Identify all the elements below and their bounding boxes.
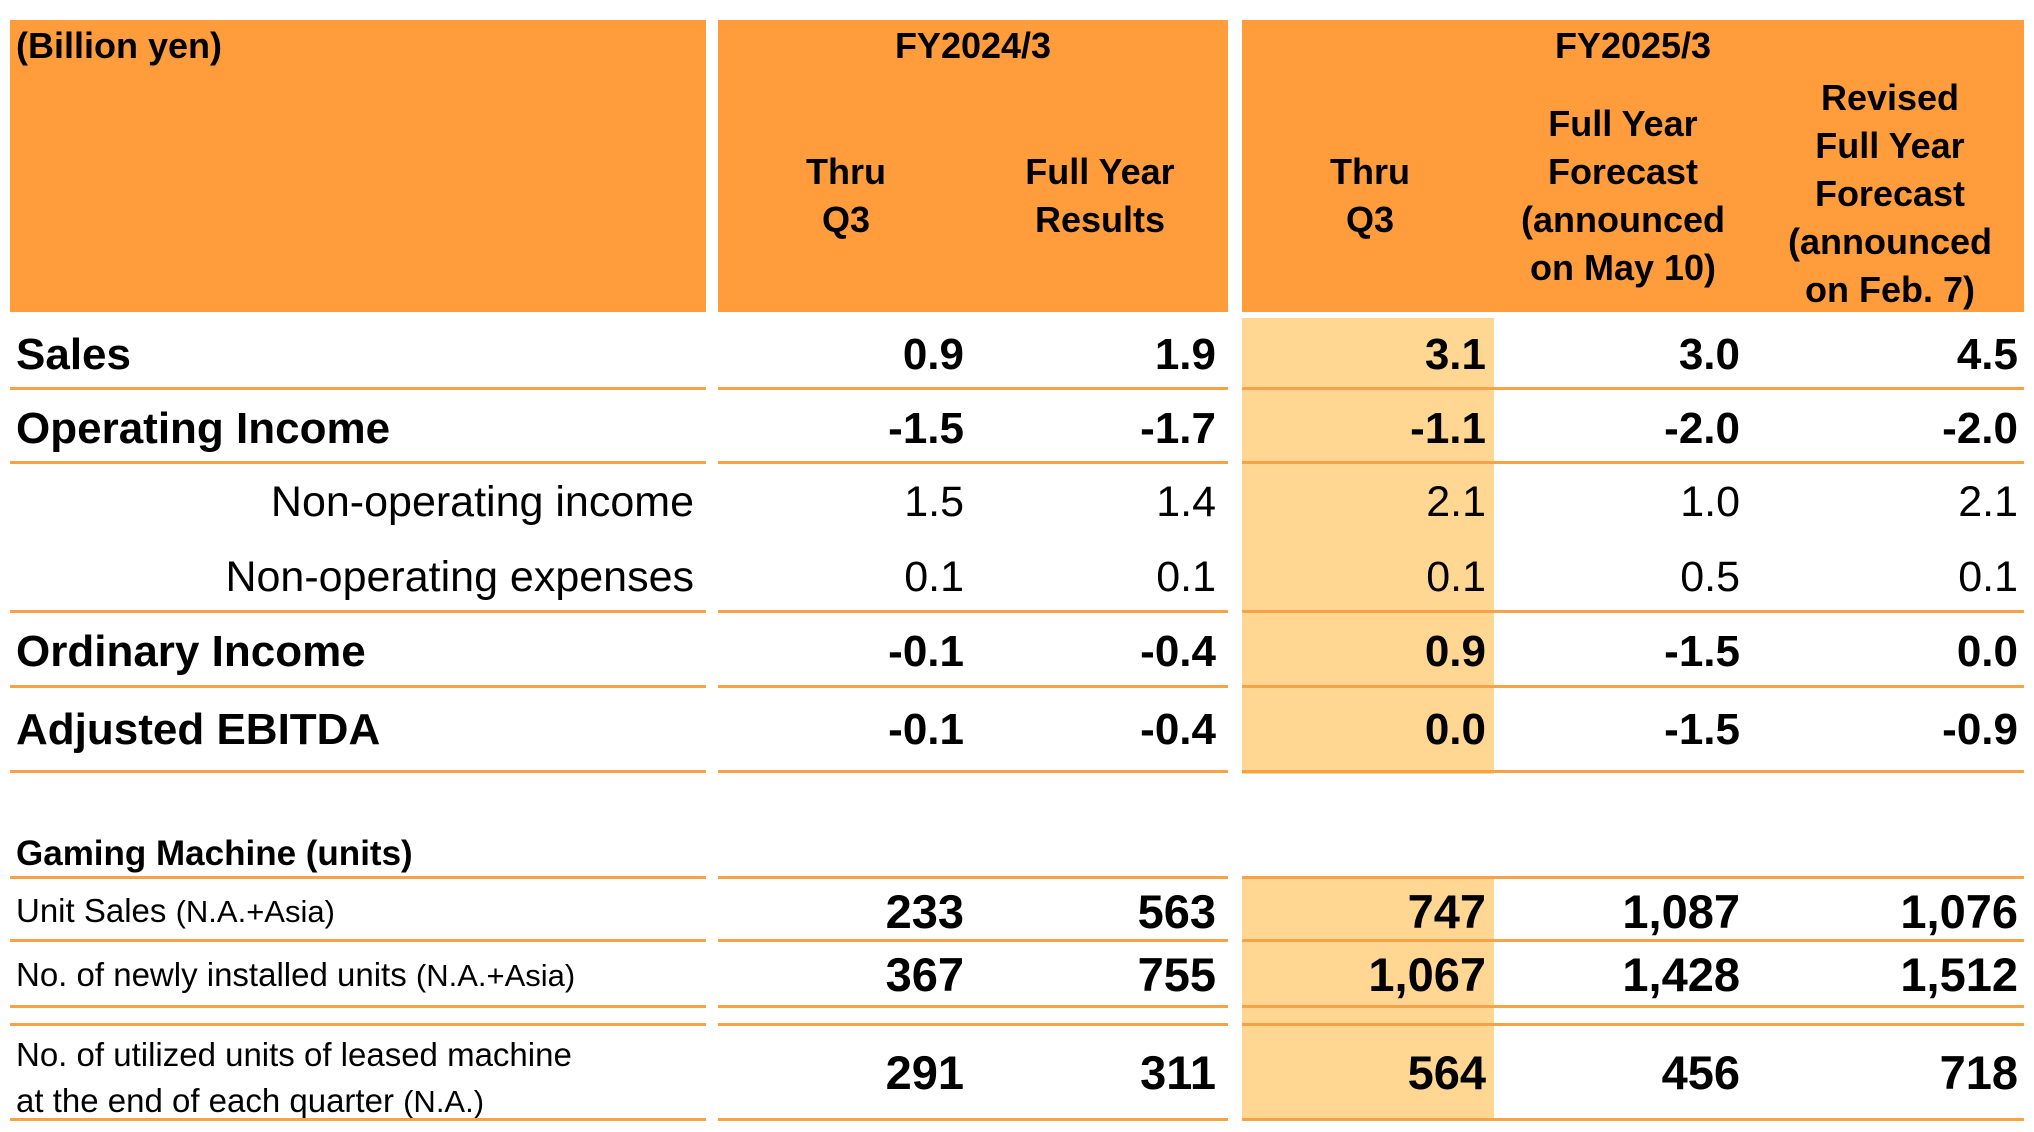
row-divider <box>10 610 706 613</box>
cell-value: 0.1 <box>1156 553 1216 601</box>
row-label-newly-installed-units: No. of newly installed units (N.A.+Asia) <box>16 956 576 993</box>
cell-value: -2.0 <box>1664 404 1740 453</box>
cell-value: -0.9 <box>1942 705 2018 754</box>
row-divider <box>10 1118 706 1121</box>
cell-value: 1,512 <box>1900 948 2018 1001</box>
row-divider <box>1242 685 2024 688</box>
cell-value: 3.0 <box>1678 330 1740 379</box>
cell-value: 3.1 <box>1424 330 1486 379</box>
cell-value: 367 <box>885 948 964 1001</box>
cell-value: 0.0 <box>1424 705 1486 754</box>
cell-value: 0.0 <box>1956 627 2018 676</box>
cell-value: 1,087 <box>1622 885 1740 938</box>
cell-value: 0.1 <box>1958 553 2018 601</box>
cell-value: -0.4 <box>1140 705 1216 754</box>
row-divider <box>718 387 1228 390</box>
col-header-fy2025-forecast: Full Year Forecast (announced on May 10) <box>1521 103 1725 288</box>
row-divider <box>718 1005 1228 1008</box>
row-divider <box>10 939 706 942</box>
cell-value: -0.1 <box>888 705 964 754</box>
cell-value: 1,076 <box>1900 885 2018 938</box>
row-divider <box>10 685 706 688</box>
row-label-non-operating-income: Non-operating income <box>270 478 694 526</box>
row-divider <box>718 1118 1228 1121</box>
row-divider <box>1242 461 2024 464</box>
row-divider <box>1242 1023 2024 1026</box>
cell-value: 755 <box>1137 948 1216 1001</box>
cell-value: 4.5 <box>1956 330 2018 379</box>
cell-value: 456 <box>1661 1046 1740 1099</box>
row-label-operating-income: Operating Income <box>16 404 391 453</box>
cell-value: 1.4 <box>1156 478 1216 526</box>
cell-value: -1.5 <box>1664 705 1740 754</box>
cell-value: 0.9 <box>1424 627 1486 676</box>
cell-value: 233 <box>885 885 964 938</box>
cell-value: 747 <box>1407 885 1486 938</box>
cell-value: 1,428 <box>1622 948 1740 1001</box>
row-label-utilized-leased-units: No. of utilized units of leased machine … <box>16 1036 572 1119</box>
header-fy2024-block <box>718 20 1228 312</box>
row-label-ordinary-income: Ordinary Income <box>16 627 366 676</box>
cell-value: 1.0 <box>1680 478 1740 526</box>
cell-value: -1.7 <box>1140 404 1216 453</box>
cell-value: -1.1 <box>1410 404 1486 453</box>
row-divider <box>1242 876 2024 879</box>
header-label-block <box>10 20 706 312</box>
row-label-unit-sales: Unit Sales (N.A.+Asia) <box>16 892 335 929</box>
row-divider <box>718 939 1228 942</box>
row-divider <box>718 610 1228 613</box>
col-header-fy2025-revised-forecast: Revised Full Year Forecast (announced on… <box>1788 77 1992 310</box>
cell-value: 0.1 <box>1426 553 1486 601</box>
cell-value: 1,067 <box>1368 948 1486 1001</box>
row-divider <box>10 770 706 773</box>
fy2025-label: FY2025/3 <box>1554 25 1712 66</box>
row-divider <box>718 770 1228 773</box>
highlight-column-financials <box>1242 318 1494 774</box>
cell-value: 564 <box>1407 1046 1486 1099</box>
row-label-non-operating-expenses: Non-operating expenses <box>225 553 694 601</box>
row-divider <box>1242 1118 2024 1121</box>
fy2024-label: FY2024/3 <box>894 25 1052 66</box>
highlight-column-gaming <box>1242 878 1494 1118</box>
unit-label: (Billion yen) <box>16 25 222 66</box>
row-divider <box>1242 939 2024 942</box>
col-header-fy2024-thru-q3: Thru Q3 <box>806 151 886 240</box>
row-label-adjusted-ebitda: Adjusted EBITDA <box>16 705 381 754</box>
cell-value: 718 <box>1939 1046 2018 1099</box>
row-divider <box>1242 387 2024 390</box>
cell-value: 0.5 <box>1680 553 1740 601</box>
col-header-fy2025-thru-q3: Thru Q3 <box>1330 151 1410 240</box>
cell-value: 311 <box>1140 1046 1216 1099</box>
cell-value: 291 <box>885 1046 964 1099</box>
row-divider <box>1242 610 2024 613</box>
gaming-section-title: Gaming Machine (units) <box>16 834 413 873</box>
header-fy2025-block <box>1242 20 2024 312</box>
cell-value: 0.1 <box>904 553 964 601</box>
cell-value: 1.5 <box>904 478 964 526</box>
row-divider <box>10 387 706 390</box>
row-divider <box>718 461 1228 464</box>
row-divider <box>718 685 1228 688</box>
row-divider <box>10 461 706 464</box>
row-divider <box>10 876 706 879</box>
cell-value: -1.5 <box>1664 627 1740 676</box>
cell-value: -0.4 <box>1140 627 1216 676</box>
row-divider <box>1242 770 2024 773</box>
row-divider <box>10 1023 706 1026</box>
cell-value: 563 <box>1137 885 1216 938</box>
cell-value: -2.0 <box>1942 404 2018 453</box>
cell-value: 2.1 <box>1958 478 2018 526</box>
row-label-sales: Sales <box>16 330 131 379</box>
row-divider <box>1242 1005 2024 1008</box>
col-header-fy2024-full-year: Full Year Results <box>1025 151 1175 240</box>
row-divider <box>10 1005 706 1008</box>
row-divider <box>718 1023 1228 1026</box>
cell-value: -1.5 <box>888 404 964 453</box>
cell-value: 1.9 <box>1154 330 1216 379</box>
cell-value: 2.1 <box>1426 478 1486 526</box>
row-divider <box>718 876 1228 879</box>
cell-value: -0.1 <box>888 627 964 676</box>
cell-value: 0.9 <box>902 330 964 379</box>
